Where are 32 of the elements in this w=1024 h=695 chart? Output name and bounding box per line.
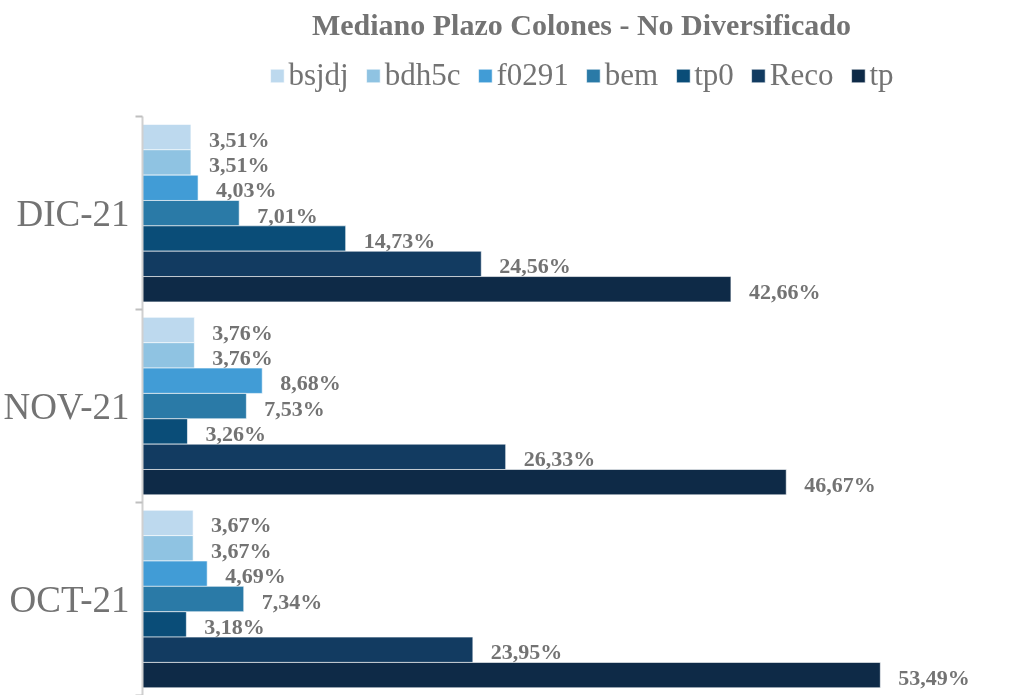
data-label: 26,33% bbox=[523, 446, 596, 472]
legend-label: f0291 bbox=[496, 57, 569, 93]
data-label: 3,18% bbox=[204, 613, 265, 639]
data-label: 53,49% bbox=[898, 664, 970, 690]
data-label: 23,95% bbox=[490, 639, 563, 665]
legend-label: bsjdj bbox=[288, 57, 349, 93]
data-label: 3,51% bbox=[208, 126, 270, 152]
data-label: 3,76% bbox=[212, 319, 273, 345]
chart-title: Mediano Plazo Colones - No Diversificado bbox=[311, 7, 852, 41]
legend-label: tp0 bbox=[694, 57, 734, 93]
y-tick-label: DIC-21 bbox=[16, 192, 130, 234]
data-label: 7,01% bbox=[257, 202, 318, 228]
data-label: 3,67% bbox=[211, 537, 272, 563]
legend-label: bdh5c bbox=[384, 57, 461, 93]
data-label: 3,51% bbox=[208, 151, 270, 177]
data-label: 24,56% bbox=[499, 253, 571, 279]
legend-label: tp bbox=[869, 57, 894, 93]
legend-label: Reco bbox=[769, 57, 834, 93]
data-label: 7,34% bbox=[261, 588, 323, 614]
data-label: 3,26% bbox=[205, 420, 266, 446]
data-label: 14,73% bbox=[363, 228, 436, 254]
data-label: 7,53% bbox=[264, 395, 325, 421]
data-label: 8,68% bbox=[280, 370, 341, 396]
legend-label: bem bbox=[604, 57, 659, 93]
data-label: 42,66% bbox=[748, 278, 821, 304]
y-tick-label: NOV-21 bbox=[3, 385, 130, 427]
data-label: 4,69% bbox=[225, 563, 286, 589]
y-tick-label: OCT-21 bbox=[9, 578, 130, 620]
data-label: 46,67% bbox=[804, 471, 876, 497]
data-label: 3,67% bbox=[211, 512, 272, 538]
data-label: 4,03% bbox=[216, 177, 277, 203]
data-label: 3,76% bbox=[212, 344, 273, 370]
